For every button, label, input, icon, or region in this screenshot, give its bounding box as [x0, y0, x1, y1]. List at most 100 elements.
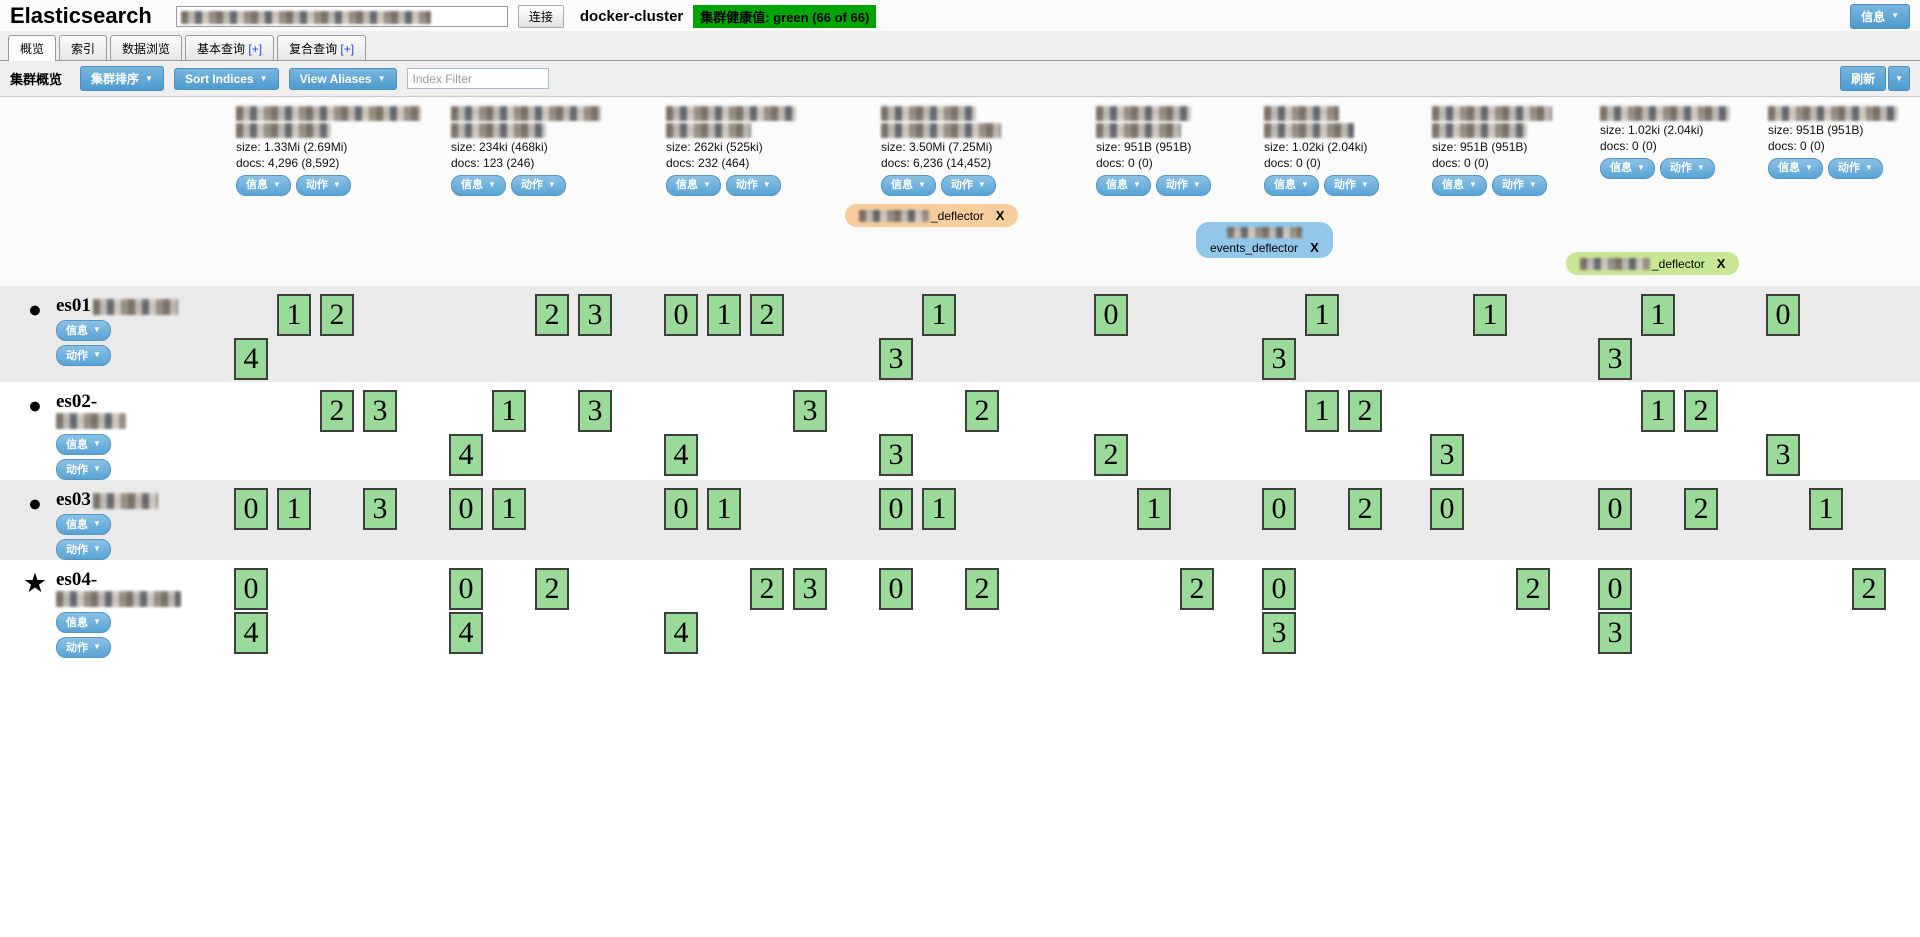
shard-box[interactable]: 3	[1766, 434, 1800, 476]
shard-box[interactable]: 0	[1598, 488, 1632, 530]
shard-box[interactable]: 3	[363, 488, 397, 530]
shard-box[interactable]: 3	[1598, 338, 1632, 380]
node-actions-button[interactable]: 动作 ▼	[56, 459, 111, 480]
shard-box[interactable]: 3	[793, 390, 827, 432]
index-info-button[interactable]: 信息 ▼	[666, 175, 721, 196]
tab-indices[interactable]: 索引	[59, 35, 108, 60]
shard-box[interactable]: 1	[922, 488, 956, 530]
tab-overview[interactable]: 概览	[8, 35, 57, 61]
shard-box[interactable]: 1	[277, 294, 311, 336]
shard-box[interactable]: 0	[234, 488, 268, 530]
shard-box[interactable]: 0	[879, 488, 913, 530]
refresh-dropdown-button[interactable]: ▼	[1888, 66, 1910, 91]
shard-box[interactable]: 1	[277, 488, 311, 530]
shard-box[interactable]: 2	[320, 390, 354, 432]
shard-box[interactable]: 2	[535, 294, 569, 336]
shard-box[interactable]: 3	[1262, 612, 1296, 654]
shard-box[interactable]: 1	[1305, 294, 1339, 336]
shard-box[interactable]: 0	[449, 488, 483, 530]
index-actions-button[interactable]: 动作 ▼	[295, 175, 351, 196]
close-icon[interactable]: X	[1310, 240, 1319, 255]
view-aliases-button[interactable]: View Aliases ▼	[288, 67, 397, 90]
node-info-button[interactable]: 信息 ▼	[56, 612, 111, 633]
shard-box[interactable]: 4	[664, 434, 698, 476]
index-actions-button[interactable]: 动作 ▼	[1155, 175, 1211, 196]
alias-tag[interactable]: events_deflector X	[1196, 222, 1333, 258]
index-info-button[interactable]: 信息 ▼	[1600, 158, 1655, 179]
index-info-button[interactable]: 信息 ▼	[451, 175, 506, 196]
shard-box[interactable]: 1	[1305, 390, 1339, 432]
shard-box[interactable]: 4	[234, 338, 268, 380]
shard-box[interactable]: 2	[1348, 488, 1382, 530]
shard-box[interactable]: 2	[535, 568, 569, 610]
shard-box[interactable]: 4	[449, 434, 483, 476]
index-filter-input[interactable]	[406, 68, 549, 89]
tab-any-request[interactable]: 复合查询 [+]	[277, 35, 367, 60]
shard-box[interactable]: 1	[1641, 390, 1675, 432]
node-actions-button[interactable]: 动作 ▼	[56, 345, 111, 366]
shard-box[interactable]: 3	[1262, 338, 1296, 380]
index-info-button[interactable]: 信息 ▼	[1768, 158, 1823, 179]
cluster-sort-button[interactable]: 集群排序 ▼	[80, 66, 164, 91]
shard-box[interactable]: 2	[1348, 390, 1382, 432]
shard-box[interactable]: 1	[1137, 488, 1171, 530]
alias-tag[interactable]: _deflector X	[845, 204, 1019, 227]
shard-box[interactable]: 0	[664, 294, 698, 336]
shard-box[interactable]: 3	[879, 338, 913, 380]
alias-tag[interactable]: _deflector X	[1566, 252, 1740, 275]
index-info-button[interactable]: 信息 ▼	[236, 175, 291, 196]
index-actions-button[interactable]: 动作 ▼	[1323, 175, 1379, 196]
shard-box[interactable]: 4	[234, 612, 268, 654]
shard-box[interactable]: 0	[449, 568, 483, 610]
shard-box[interactable]: 1	[492, 488, 526, 530]
index-info-button[interactable]: 信息 ▼	[1432, 175, 1487, 196]
shard-box[interactable]: 2	[965, 390, 999, 432]
shard-box[interactable]: 2	[750, 294, 784, 336]
index-info-button[interactable]: 信息 ▼	[1264, 175, 1319, 196]
shard-box[interactable]: 3	[578, 294, 612, 336]
shard-box[interactable]: 2	[750, 568, 784, 610]
tab-browser[interactable]: 数据浏览	[110, 35, 183, 60]
node-info-button[interactable]: 信息 ▼	[56, 320, 111, 341]
shard-box[interactable]: 0	[1598, 568, 1632, 610]
shard-box[interactable]: 1	[707, 488, 741, 530]
shard-box[interactable]: 4	[664, 612, 698, 654]
index-info-button[interactable]: 信息 ▼	[881, 175, 936, 196]
index-actions-button[interactable]: 动作 ▼	[1659, 158, 1715, 179]
shard-box[interactable]: 0	[234, 568, 268, 610]
node-info-button[interactable]: 信息 ▼	[56, 434, 111, 455]
connection-url-input[interactable]	[175, 5, 508, 27]
shard-box[interactable]: 2	[1852, 568, 1886, 610]
shard-box[interactable]: 0	[879, 568, 913, 610]
shard-box[interactable]: 1	[1473, 294, 1507, 336]
shard-box[interactable]: 3	[879, 434, 913, 476]
shard-box[interactable]: 2	[320, 294, 354, 336]
refresh-button[interactable]: 刷新	[1840, 66, 1887, 91]
shard-box[interactable]: 3	[1598, 612, 1632, 654]
shard-box[interactable]: 3	[578, 390, 612, 432]
index-info-button[interactable]: 信息 ▼	[1096, 175, 1151, 196]
node-actions-button[interactable]: 动作 ▼	[56, 637, 111, 658]
shard-box[interactable]: 3	[363, 390, 397, 432]
info-dropdown-button[interactable]: 信息 ▼	[1850, 3, 1910, 29]
close-icon[interactable]: X	[995, 208, 1005, 223]
shard-box[interactable]: 1	[922, 294, 956, 336]
connect-button[interactable]: 连接	[517, 4, 564, 28]
tab-structured-query[interactable]: 基本查询 [+]	[185, 35, 275, 60]
shard-box[interactable]: 0	[1262, 568, 1296, 610]
sort-indices-button[interactable]: Sort Indices ▼	[173, 67, 279, 90]
shard-box[interactable]: 2	[1684, 488, 1718, 530]
shard-box[interactable]: 1	[707, 294, 741, 336]
close-icon[interactable]: X	[1716, 256, 1726, 271]
shard-box[interactable]: 1	[1809, 488, 1843, 530]
shard-box[interactable]: 1	[492, 390, 526, 432]
shard-box[interactable]: 1	[1641, 294, 1675, 336]
node-info-button[interactable]: 信息 ▼	[56, 514, 111, 535]
shard-box[interactable]: 0	[1094, 294, 1128, 336]
shard-box[interactable]: 2	[1684, 390, 1718, 432]
shard-box[interactable]: 0	[664, 488, 698, 530]
index-actions-button[interactable]: 动作 ▼	[940, 175, 996, 196]
shard-box[interactable]: 3	[793, 568, 827, 610]
index-actions-button[interactable]: 动作 ▼	[725, 175, 781, 196]
shard-box[interactable]: 3	[1430, 434, 1464, 476]
